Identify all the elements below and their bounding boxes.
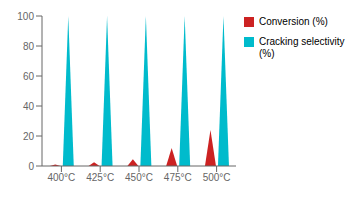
svg-text:475°C: 475°C: [164, 172, 192, 183]
svg-text:425°C: 425°C: [86, 172, 114, 183]
svg-text:400°C: 400°C: [47, 172, 75, 183]
svg-text:80: 80: [23, 41, 35, 52]
svg-text:100: 100: [17, 11, 34, 22]
svg-text:0: 0: [28, 161, 34, 172]
svg-text:40: 40: [23, 101, 35, 112]
svg-text:500°C: 500°C: [203, 172, 231, 183]
html-text:Cracking selectivity: Cracking selectivity: [259, 36, 345, 47]
svg-text:20: 20: [23, 131, 35, 142]
svg-text:450°C: 450°C: [125, 172, 153, 183]
html-text:Conversion (%): Conversion (%): [259, 16, 328, 27]
svg-text:60: 60: [23, 71, 35, 82]
